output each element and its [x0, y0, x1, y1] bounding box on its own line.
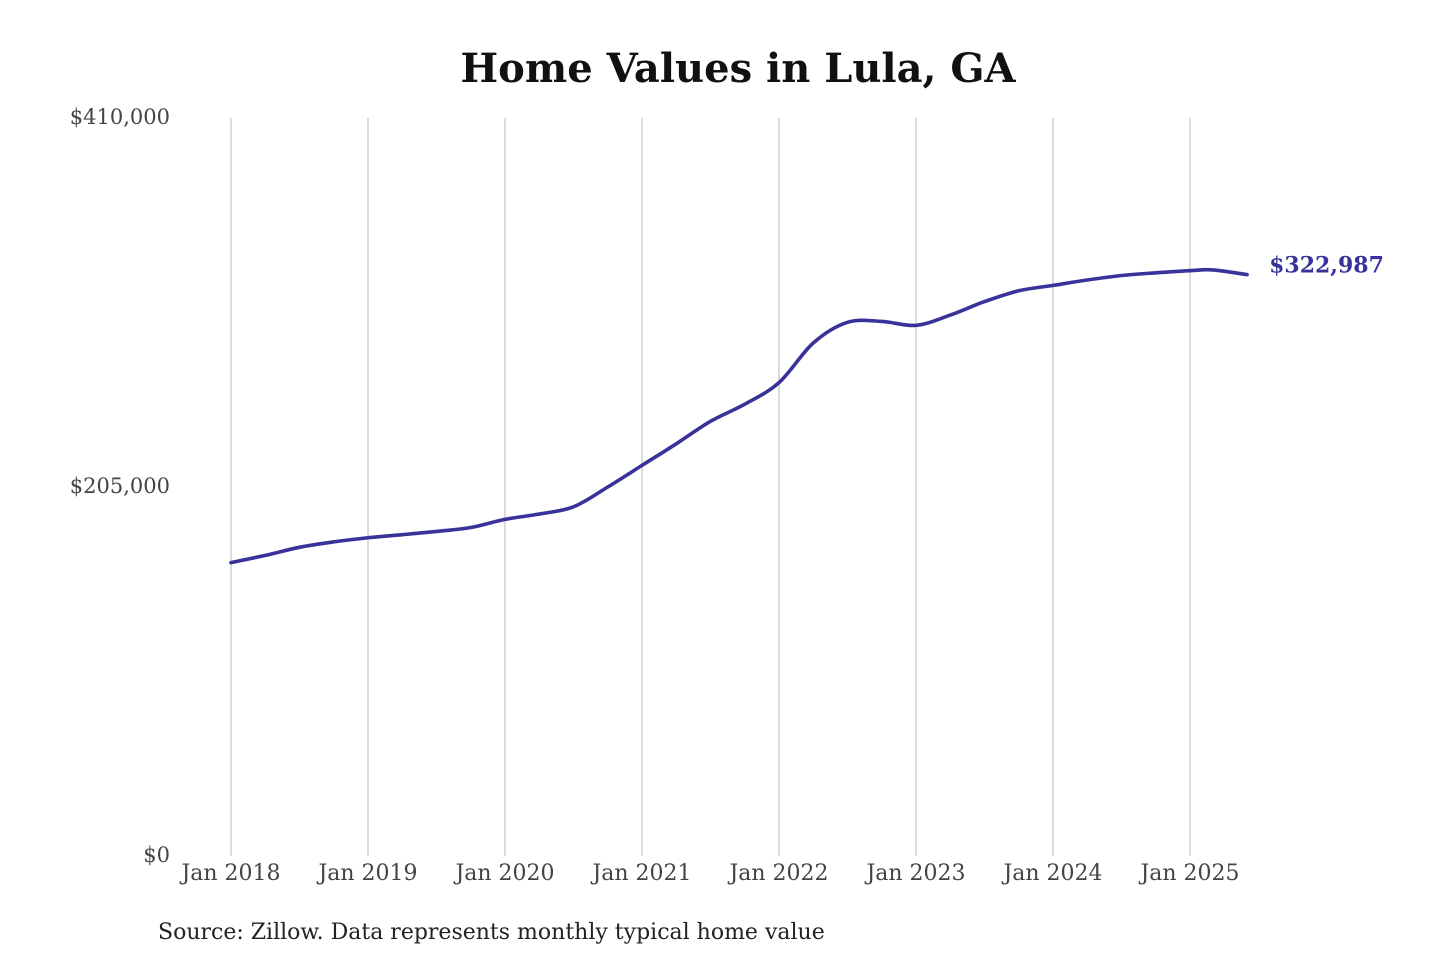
series-layer — [229, 267, 1249, 565]
y-axis-ticks: $0 $205,000 $410,000 — [70, 105, 170, 867]
x-tick-label: Jan 2024 — [1001, 861, 1102, 886]
x-tick-label: Jan 2022 — [727, 861, 828, 886]
x-tick-label: Jan 2021 — [590, 861, 691, 886]
x-tick-label: Jan 2018 — [179, 861, 280, 886]
x-tick-label: Jan 2023 — [864, 861, 965, 886]
y-tick-label: $410,000 — [70, 105, 170, 129]
source-note: Source: Zillow. Data represents monthly … — [158, 920, 825, 945]
gridlines — [230, 118, 1191, 856]
x-tick-label: Jan 2019 — [316, 861, 417, 886]
y-tick-label: $0 — [143, 843, 170, 867]
y-tick-label: $205,000 — [70, 474, 170, 498]
last-value-label: $322,987 — [1269, 253, 1384, 279]
x-axis-ticks: Jan 2018 Jan 2019 Jan 2020 Jan 2021 Jan 2022… — [179, 861, 1239, 886]
x-tick-label: Jan 2025 — [1138, 861, 1239, 886]
chart-title: Home Values in Lula, GA — [460, 45, 1016, 92]
series-line-0 — [229, 267, 1249, 565]
x-tick-label: Jan 2020 — [453, 861, 554, 886]
